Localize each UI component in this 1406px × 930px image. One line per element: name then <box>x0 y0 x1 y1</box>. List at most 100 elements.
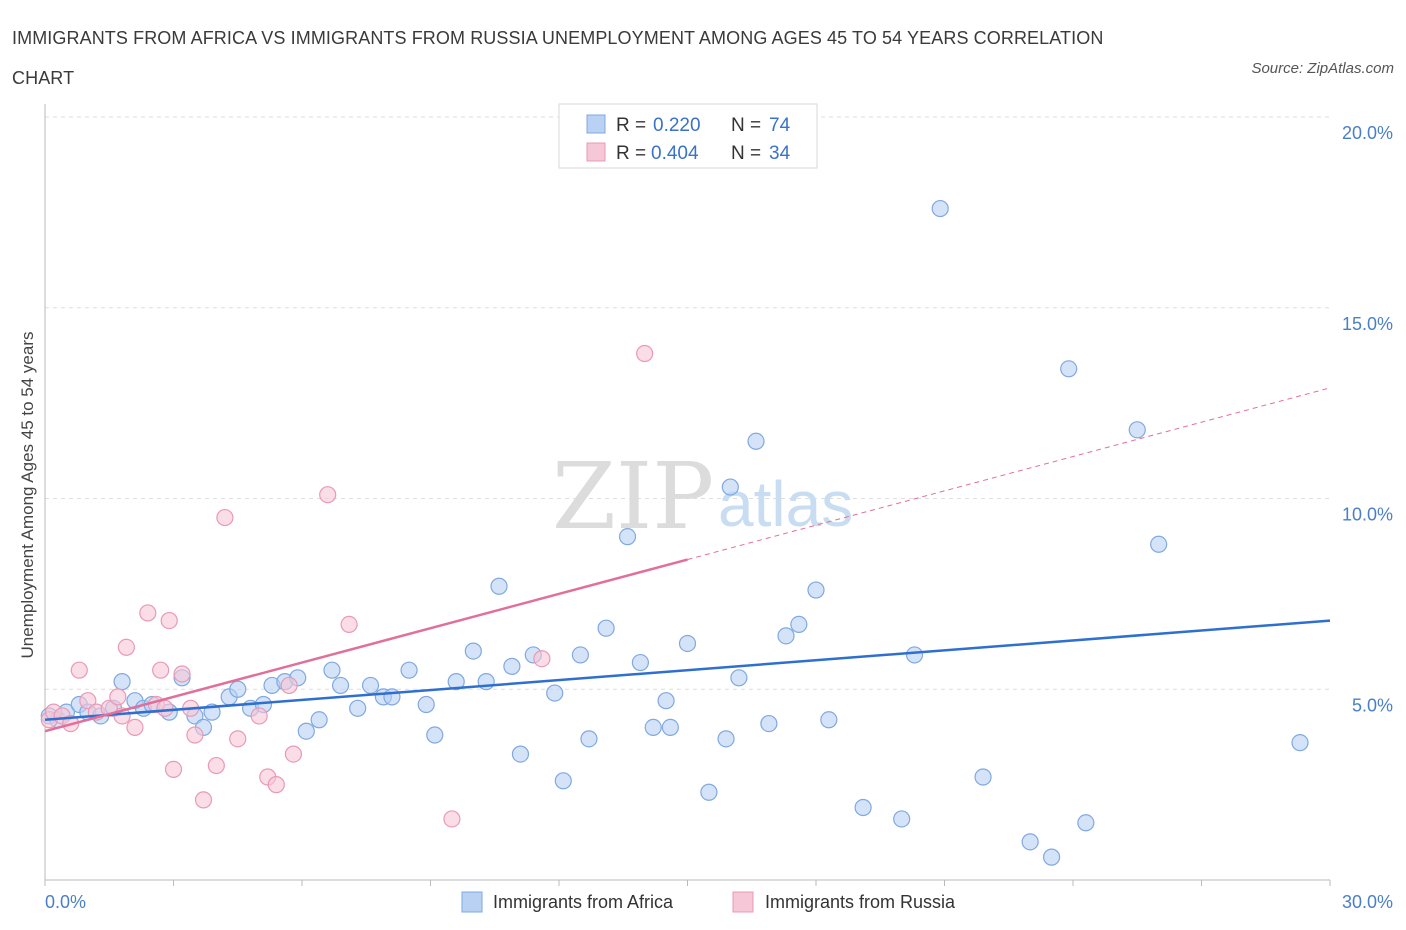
africa-point-47 <box>631 653 649 672</box>
russia-point-30 <box>319 486 337 504</box>
x-tick-labels: 0.0% 30.0% <box>45 892 1393 912</box>
watermark-atlas: atlas <box>718 468 853 540</box>
x-tick-label-1: 30.0% <box>1342 892 1393 912</box>
grid-lines <box>45 116 1330 690</box>
y-tick-label-2: 15.0% <box>1342 314 1393 334</box>
africa-point-56 <box>747 432 765 450</box>
africa-point-67 <box>1021 833 1039 851</box>
russia-point-10 <box>117 638 135 656</box>
africa-point-54 <box>721 478 739 496</box>
legend-r-value-russia: 0.404 <box>651 143 699 164</box>
africa-point-65 <box>931 199 949 218</box>
africa-point-69 <box>1060 360 1078 378</box>
legend-n-label-africa: N = <box>731 115 761 136</box>
africa-point-63 <box>893 810 911 828</box>
x-tick-label-0: 0.0% <box>45 892 86 912</box>
africa-point-41 <box>546 684 564 702</box>
africa-point-52 <box>700 783 718 801</box>
series-swatch-africa <box>461 891 483 913</box>
series-label-africa: Immigrants from Africa <box>493 892 674 912</box>
trend-lines <box>44 387 1331 733</box>
russia-point-17 <box>164 760 183 778</box>
africa-point-43 <box>571 646 590 664</box>
russia-point-28 <box>280 676 298 695</box>
africa-point-26 <box>331 676 350 695</box>
africa-point-17 <box>229 680 247 698</box>
africa-point-66 <box>974 768 992 786</box>
africa-point-42 <box>554 772 572 790</box>
africa-trend-line <box>44 619 1331 722</box>
legend-n-value-russia: 34 <box>769 143 791 164</box>
africa-point-35 <box>464 642 482 660</box>
russia-point-18 <box>173 665 191 683</box>
africa-point-38 <box>503 657 521 675</box>
africa-point-49 <box>657 692 675 710</box>
africa-point-70 <box>1077 814 1095 832</box>
russia-point-22 <box>207 756 225 775</box>
africa-point-39 <box>511 745 530 763</box>
russia-point-23 <box>216 508 234 527</box>
africa-point-57 <box>760 714 778 733</box>
russia-point-27 <box>267 776 285 794</box>
africa-point-30 <box>383 688 401 706</box>
russia-point-21 <box>194 791 213 809</box>
legend-swatch-africa <box>586 114 606 134</box>
africa-point-73 <box>1291 734 1309 752</box>
africa-point-24 <box>310 711 328 729</box>
russia-point-34 <box>636 344 654 363</box>
africa-point-72 <box>1150 535 1168 553</box>
africa-point-25 <box>323 661 341 679</box>
africa-point-37 <box>490 577 508 595</box>
africa-point-23 <box>297 722 315 740</box>
africa-point-64 <box>905 646 924 664</box>
series-legend: Immigrants from Africa Immigrants from R… <box>461 891 956 913</box>
y-tick-labels: 5.0% 10.0% 15.0% 20.0% <box>1342 123 1393 715</box>
africa-point-60 <box>807 581 825 599</box>
africa-point-62 <box>854 798 872 817</box>
source-label: Source: ZipAtlas.com <box>1251 60 1394 77</box>
chart-title: IMMIGRANTS FROM AFRICA VS IMMIGRANTS FRO… <box>12 28 1104 88</box>
legend-n-label-russia: N = <box>731 143 761 164</box>
russia-point-5 <box>79 692 97 710</box>
series-swatch-russia <box>732 891 754 913</box>
africa-point-55 <box>730 669 748 687</box>
africa-point-44 <box>580 730 598 748</box>
legend-r-label-russia: R = <box>616 143 646 164</box>
africa-point-7 <box>113 673 131 691</box>
russia-point-12 <box>139 604 157 622</box>
russia-point-24 <box>229 730 247 748</box>
africa-point-53 <box>717 730 735 748</box>
russia-point-14 <box>152 661 170 679</box>
africa-point-58 <box>777 627 795 645</box>
russia-point-20 <box>186 726 204 744</box>
russia-point-25 <box>250 707 268 725</box>
africa-point-34 <box>447 673 465 691</box>
africa-point-71 <box>1128 421 1146 439</box>
watermark: ZIP atlas <box>552 443 853 550</box>
data-points <box>40 199 1309 866</box>
russia-point-11 <box>126 718 144 737</box>
africa-point-28 <box>361 676 380 695</box>
africa-point-50 <box>661 718 679 737</box>
russia-point-8 <box>109 688 127 706</box>
russia-trend-extension <box>687 387 1331 561</box>
russia-point-4 <box>70 661 88 679</box>
legend-r-label-africa: R = <box>616 115 646 136</box>
russia-point-29 <box>284 745 303 763</box>
africa-point-59 <box>790 615 808 633</box>
russia-point-16 <box>160 611 178 630</box>
russia-trend-line <box>44 558 688 733</box>
africa-point-33 <box>426 726 444 744</box>
y-tick-label-3: 20.0% <box>1342 123 1393 143</box>
y-tick-label-1: 10.0% <box>1342 505 1393 525</box>
axes <box>44 104 1331 886</box>
russia-point-33 <box>533 650 551 668</box>
africa-point-61 <box>820 711 838 729</box>
stats-legend: R = 0.220 N = 74 R = 0.404 N = 34 <box>558 103 818 169</box>
series-label-russia: Immigrants from Russia <box>765 892 956 912</box>
africa-point-45 <box>597 619 615 637</box>
africa-point-46 <box>618 528 637 546</box>
y-tick-label-0: 5.0% <box>1352 695 1393 715</box>
legend-n-value-africa: 74 <box>769 115 791 136</box>
